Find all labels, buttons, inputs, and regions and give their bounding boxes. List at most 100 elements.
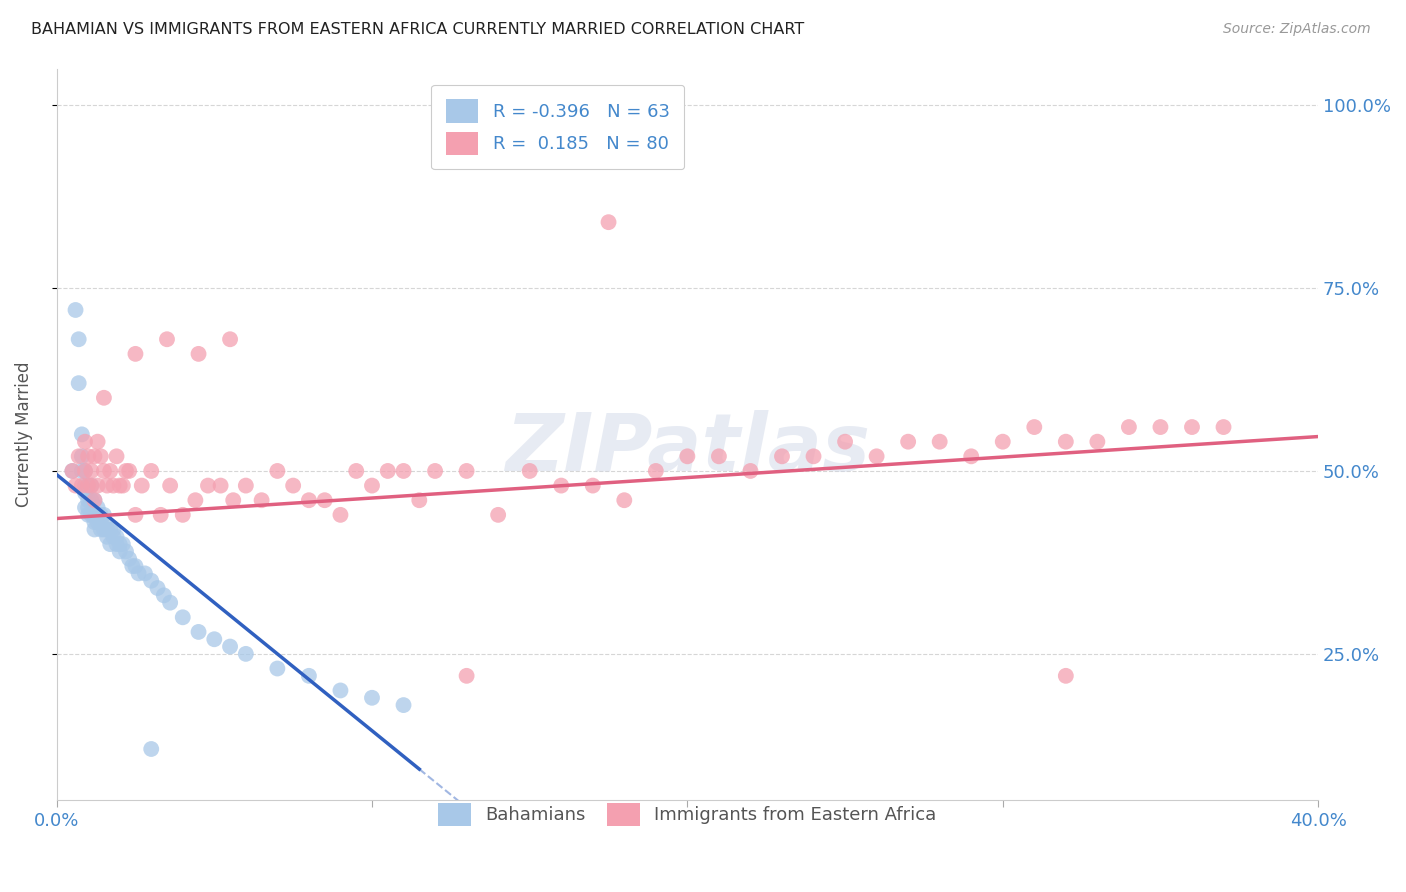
Point [266, 661, 288, 675]
Point [67, 450, 90, 464]
Point [103, 478, 125, 492]
Point [83, 493, 105, 508]
Point [392, 464, 415, 478]
Legend: Bahamians, Immigrants from Eastern Africa: Bahamians, Immigrants from Eastern Afric… [429, 794, 945, 835]
Point [111, 478, 134, 492]
Point [65, 478, 87, 492]
Point [172, 508, 194, 522]
Point [70, 478, 93, 492]
Point [80, 493, 103, 508]
Point [141, 464, 163, 478]
Point [96, 530, 118, 544]
Point [149, 508, 172, 522]
Point [141, 574, 163, 588]
Point [187, 347, 209, 361]
Point [111, 537, 134, 551]
Point [73, 486, 96, 500]
Point [582, 478, 605, 492]
Text: ZIPatlas: ZIPatlas [505, 410, 870, 488]
Point [298, 493, 321, 508]
Point [550, 478, 572, 492]
Point [456, 464, 478, 478]
Point [1149, 420, 1171, 434]
Point [219, 640, 242, 654]
Point [960, 450, 983, 464]
Point [124, 347, 146, 361]
Point [118, 551, 141, 566]
Point [60, 464, 83, 478]
Point [598, 215, 620, 229]
Point [486, 508, 509, 522]
Point [991, 434, 1014, 449]
Point [131, 478, 153, 492]
Point [202, 632, 225, 647]
Point [897, 434, 920, 449]
Point [93, 508, 115, 522]
Point [184, 493, 207, 508]
Point [124, 508, 146, 522]
Point [83, 493, 105, 508]
Point [86, 515, 108, 529]
Point [73, 434, 96, 449]
Point [108, 478, 131, 492]
Point [329, 508, 352, 522]
Point [408, 493, 430, 508]
Point [70, 450, 93, 464]
Point [80, 508, 103, 522]
Point [90, 508, 112, 522]
Point [98, 523, 121, 537]
Point [134, 566, 156, 581]
Point [115, 464, 138, 478]
Point [250, 493, 273, 508]
Point [80, 464, 103, 478]
Point [77, 478, 100, 492]
Point [423, 464, 446, 478]
Point [298, 669, 321, 683]
Point [86, 478, 108, 492]
Point [281, 478, 304, 492]
Text: Source: ZipAtlas.com: Source: ZipAtlas.com [1223, 22, 1371, 37]
Point [740, 464, 762, 478]
Point [115, 544, 138, 558]
Point [93, 515, 115, 529]
Point [834, 434, 856, 449]
Point [73, 464, 96, 478]
Point [344, 464, 367, 478]
Point [105, 530, 128, 544]
Point [73, 464, 96, 478]
Point [314, 493, 336, 508]
Point [90, 523, 112, 537]
Point [329, 683, 352, 698]
Point [105, 537, 128, 551]
Point [644, 464, 666, 478]
Point [121, 559, 143, 574]
Point [73, 478, 96, 492]
Point [156, 332, 179, 346]
Point [77, 500, 100, 515]
Point [73, 500, 96, 515]
Point [235, 478, 257, 492]
Point [86, 500, 108, 515]
Point [153, 588, 176, 602]
Point [83, 450, 105, 464]
Point [70, 427, 93, 442]
Point [456, 669, 478, 683]
Point [187, 624, 209, 639]
Point [93, 391, 115, 405]
Point [67, 332, 90, 346]
Point [377, 464, 399, 478]
Point [159, 596, 181, 610]
Point [519, 464, 541, 478]
Point [197, 478, 219, 492]
Point [77, 450, 100, 464]
Point [96, 523, 118, 537]
Point [1212, 420, 1234, 434]
Point [361, 690, 384, 705]
Point [209, 478, 232, 492]
Point [98, 537, 121, 551]
Point [159, 478, 181, 492]
Point [707, 450, 730, 464]
Point [103, 523, 125, 537]
Point [77, 493, 100, 508]
Point [146, 581, 169, 595]
